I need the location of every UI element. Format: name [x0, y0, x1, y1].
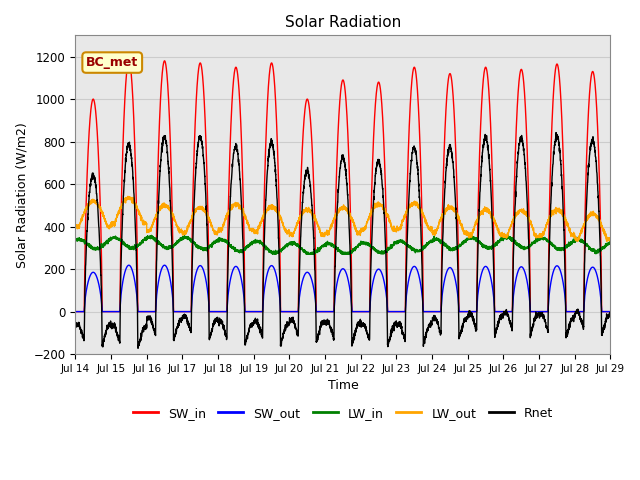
- SW_out: [72, 309, 79, 314]
- LW_out: [573, 239, 581, 244]
- LW_out: [124, 193, 132, 199]
- Rnet: [607, 311, 614, 317]
- LW_out: [607, 237, 614, 243]
- Rnet: [323, 322, 331, 327]
- LW_out: [493, 223, 501, 228]
- Line: LW_out: LW_out: [76, 196, 611, 241]
- SW_in: [433, 309, 441, 314]
- LW_in: [463, 237, 470, 242]
- X-axis label: Time: Time: [328, 379, 358, 392]
- Text: BC_met: BC_met: [86, 56, 138, 69]
- Rnet: [606, 310, 614, 315]
- SW_in: [168, 185, 175, 191]
- SW_out: [463, 309, 470, 314]
- LW_in: [433, 236, 441, 242]
- SW_in: [493, 309, 501, 314]
- Line: LW_in: LW_in: [76, 235, 611, 254]
- LW_in: [323, 242, 331, 248]
- SW_out: [168, 286, 175, 292]
- LW_out: [433, 226, 441, 231]
- SW_out: [606, 309, 614, 314]
- LW_out: [606, 238, 614, 243]
- LW_in: [72, 237, 79, 243]
- LW_out: [168, 211, 175, 217]
- SW_out: [607, 309, 614, 314]
- SW_in: [72, 309, 79, 314]
- LW_in: [148, 232, 156, 238]
- Rnet: [433, 321, 441, 326]
- LW_out: [323, 227, 331, 233]
- SW_in: [125, 58, 132, 64]
- LW_in: [493, 242, 501, 248]
- LW_out: [463, 230, 470, 236]
- Rnet: [134, 345, 141, 351]
- SW_in: [323, 309, 331, 314]
- LW_in: [168, 244, 175, 250]
- SW_out: [125, 263, 132, 268]
- Line: SW_out: SW_out: [76, 265, 611, 312]
- LW_in: [607, 240, 614, 245]
- Rnet: [493, 326, 501, 332]
- Y-axis label: Solar Radiation (W/m2): Solar Radiation (W/m2): [15, 122, 28, 267]
- Line: SW_in: SW_in: [76, 61, 611, 312]
- SW_in: [607, 309, 614, 314]
- Rnet: [72, 322, 79, 328]
- SW_out: [323, 309, 331, 314]
- Legend: SW_in, SW_out, LW_in, LW_out, Rnet: SW_in, SW_out, LW_in, LW_out, Rnet: [128, 402, 558, 425]
- SW_out: [433, 309, 441, 314]
- Rnet: [552, 130, 560, 135]
- Rnet: [168, 234, 175, 240]
- SW_out: [493, 309, 501, 314]
- LW_out: [72, 224, 79, 229]
- LW_in: [269, 252, 276, 257]
- Title: Solar Radiation: Solar Radiation: [285, 15, 401, 30]
- SW_in: [463, 309, 470, 314]
- SW_in: [606, 309, 614, 314]
- LW_in: [606, 239, 614, 244]
- Rnet: [463, 314, 470, 320]
- Line: Rnet: Rnet: [76, 132, 611, 348]
